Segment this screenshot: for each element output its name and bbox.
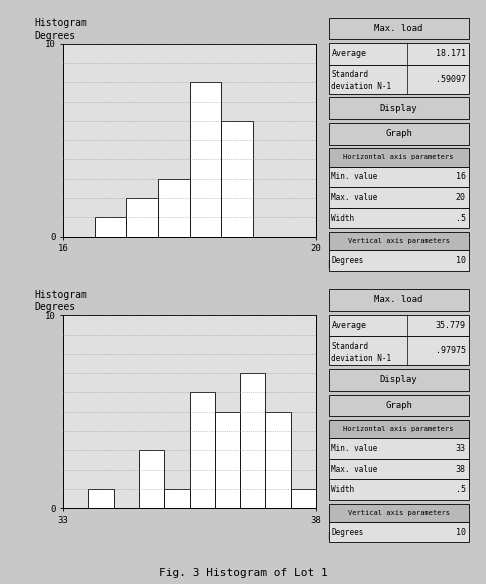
Text: Display: Display [380, 376, 417, 384]
Text: 38: 38 [455, 464, 466, 474]
FancyBboxPatch shape [329, 336, 469, 366]
FancyBboxPatch shape [329, 208, 469, 228]
Text: Standard: Standard [331, 70, 368, 79]
FancyBboxPatch shape [329, 503, 469, 522]
Text: deviation N-1: deviation N-1 [331, 354, 392, 363]
Text: [mm]: [mm] [326, 531, 346, 540]
Text: Histogram
Degrees: Histogram Degrees [34, 290, 87, 312]
Text: Display: Display [380, 104, 417, 113]
FancyBboxPatch shape [329, 148, 469, 166]
Text: .5: .5 [455, 485, 466, 494]
Bar [240, 373, 265, 508]
FancyBboxPatch shape [329, 420, 469, 438]
Text: Graph: Graph [385, 401, 412, 410]
Text: Degrees: Degrees [331, 527, 364, 537]
Bar [221, 121, 253, 237]
Text: 18.171: 18.171 [435, 50, 466, 58]
Text: Min. value: Min. value [331, 444, 378, 453]
FancyBboxPatch shape [329, 232, 469, 250]
Bar [158, 179, 190, 237]
Bar [190, 82, 221, 237]
Bar [215, 412, 240, 508]
Bar [126, 198, 158, 237]
FancyBboxPatch shape [329, 315, 469, 336]
Text: Max. value: Max. value [331, 193, 378, 202]
Text: Max. load: Max. load [374, 296, 423, 304]
Text: 10: 10 [455, 527, 466, 537]
Text: Vertical axis parameters: Vertical axis parameters [347, 510, 450, 516]
Text: Vertical axis parameters: Vertical axis parameters [347, 238, 450, 244]
FancyBboxPatch shape [329, 65, 469, 94]
Text: Histogram
Degrees: Histogram Degrees [34, 19, 87, 41]
FancyBboxPatch shape [329, 43, 469, 65]
Text: Fig. 3 Histogram of Lot 1: Fig. 3 Histogram of Lot 1 [158, 568, 328, 578]
Text: Horizontal axis parameters: Horizontal axis parameters [343, 426, 454, 432]
Bar [291, 489, 316, 508]
Bar [164, 489, 190, 508]
Text: 10: 10 [455, 256, 466, 265]
Text: .97975: .97975 [435, 346, 466, 356]
Bar [95, 217, 126, 237]
FancyBboxPatch shape [329, 98, 469, 119]
Text: Min. value: Min. value [331, 172, 378, 182]
Text: Max. load: Max. load [374, 24, 423, 33]
FancyBboxPatch shape [329, 187, 469, 208]
FancyBboxPatch shape [329, 18, 469, 39]
Text: Degrees: Degrees [331, 256, 364, 265]
Text: .5: .5 [455, 214, 466, 223]
FancyBboxPatch shape [329, 250, 469, 271]
Text: Standard: Standard [331, 342, 368, 350]
Bar [265, 412, 291, 508]
Text: Width: Width [331, 214, 355, 223]
Text: .59097: .59097 [435, 75, 466, 84]
Text: 20: 20 [455, 193, 466, 202]
Text: Average: Average [331, 321, 366, 330]
FancyBboxPatch shape [329, 369, 469, 391]
Text: Average: Average [331, 50, 366, 58]
FancyBboxPatch shape [329, 289, 469, 311]
Text: 33: 33 [455, 444, 466, 453]
Text: Width: Width [331, 485, 355, 494]
Text: Max. value: Max. value [331, 464, 378, 474]
FancyBboxPatch shape [329, 123, 469, 145]
Text: 35.779: 35.779 [435, 321, 466, 330]
FancyBboxPatch shape [329, 522, 469, 543]
FancyBboxPatch shape [329, 395, 469, 416]
FancyBboxPatch shape [329, 459, 469, 479]
FancyBboxPatch shape [329, 166, 469, 187]
Text: [kgf]: [kgf] [326, 260, 351, 269]
Text: deviation N-1: deviation N-1 [331, 82, 392, 91]
Text: 16: 16 [455, 172, 466, 182]
Bar [139, 450, 164, 508]
Text: Horizontal axis parameters: Horizontal axis parameters [343, 155, 454, 161]
Bar [190, 392, 215, 508]
Text: Graph: Graph [385, 129, 412, 138]
FancyBboxPatch shape [329, 479, 469, 500]
Bar [88, 489, 114, 508]
FancyBboxPatch shape [329, 438, 469, 459]
